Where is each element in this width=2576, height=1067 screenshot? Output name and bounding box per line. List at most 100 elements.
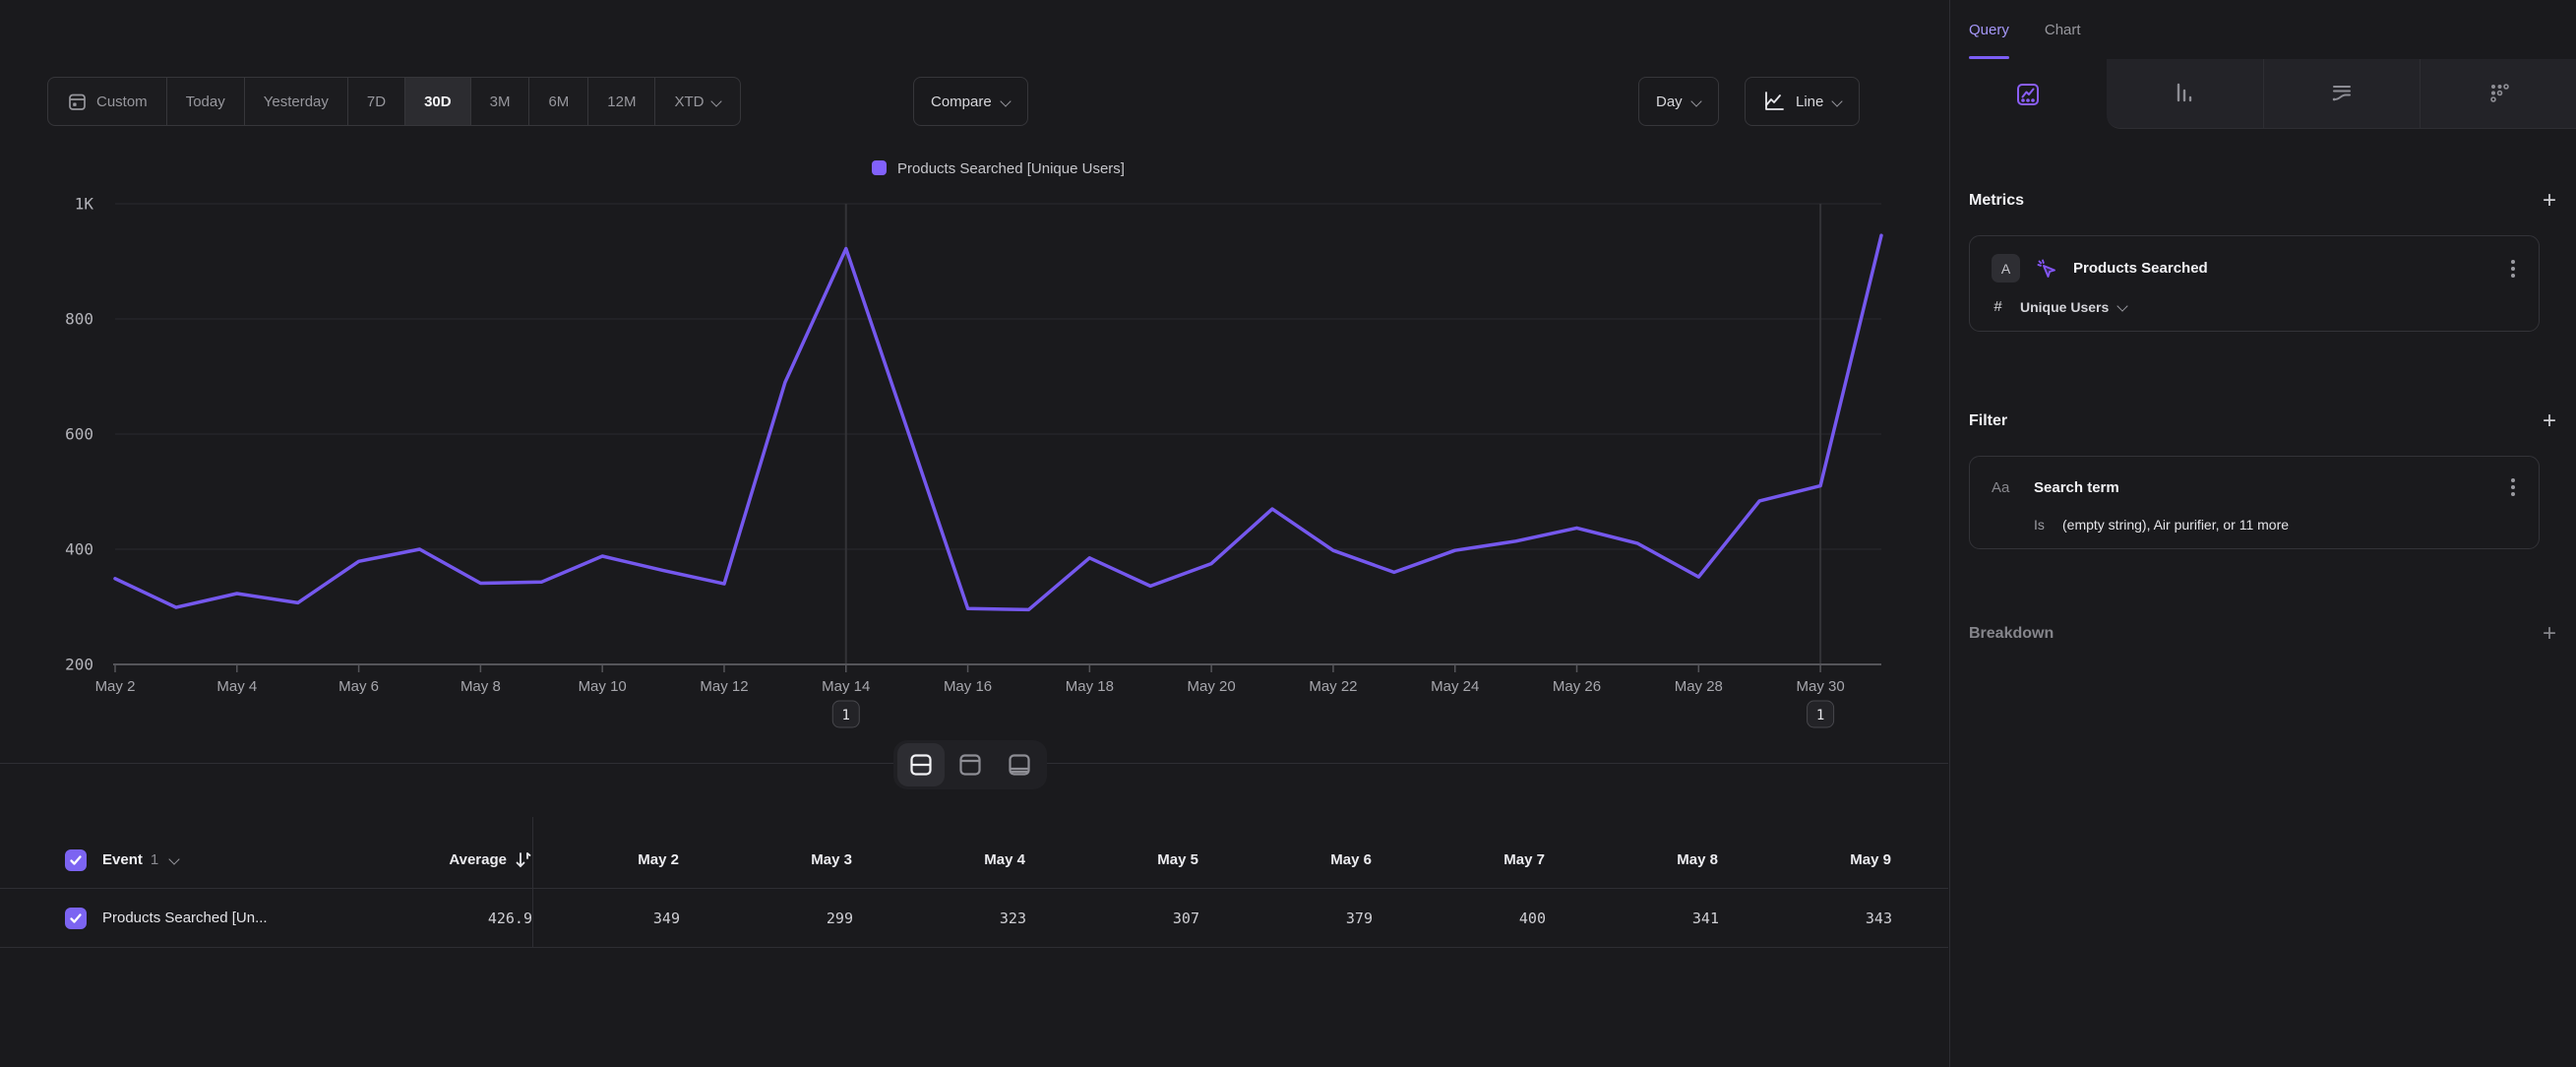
y-axis-label: 800: [65, 310, 93, 329]
panel-tabs: Query Chart: [1950, 0, 2576, 59]
filter-operator[interactable]: Is: [2034, 517, 2045, 533]
x-axis-label: May 14: [822, 678, 870, 695]
x-axis-label: May 4: [216, 678, 257, 695]
annotation-badge-label: 1: [842, 708, 850, 723]
range-yesterday-button[interactable]: Yesterday: [243, 78, 347, 125]
compare-button[interactable]: Compare: [913, 77, 1028, 126]
x-axis-label: May 6: [338, 678, 379, 695]
x-axis-label: May 12: [700, 678, 748, 695]
range-6m-button[interactable]: 6M: [528, 78, 587, 125]
main-area: Custom Today Yesterday 7D 30D 3M 6M 12M XTD Comp…: [0, 0, 1948, 1067]
x-axis-label: May 22: [1309, 678, 1357, 695]
series-line[interactable]: [113, 233, 1883, 612]
column-header[interactable]: May 7: [1503, 851, 1545, 868]
column-header[interactable]: May 4: [984, 851, 1025, 868]
range-custom-button[interactable]: Custom: [48, 78, 166, 125]
tab-insights[interactable]: [1950, 59, 2107, 129]
column-header[interactable]: May 9: [1850, 851, 1891, 868]
filter-options-icon[interactable]: [2507, 474, 2519, 500]
filter-property-name: Search term: [2034, 478, 2119, 496]
range-7d-button[interactable]: 7D: [346, 78, 404, 125]
metrics-heading: Metrics: [1969, 192, 2025, 209]
column-divider: [532, 817, 533, 948]
tab-query[interactable]: Query: [1969, 0, 2009, 59]
breakdown-section-header: Breakdown +: [1969, 622, 2556, 646]
y-axis-label: 400: [65, 540, 93, 559]
layout-table-only-button[interactable]: [996, 743, 1043, 786]
column-header[interactable]: May 6: [1330, 851, 1372, 868]
compare-label: Compare: [931, 93, 992, 110]
chevron-down-icon: [2118, 300, 2127, 309]
column-header[interactable]: May 5: [1157, 851, 1198, 868]
filter-value[interactable]: (empty string), Air purifier, or 11 more: [2062, 517, 2290, 533]
query-panel: Query Chart: [1949, 0, 2576, 1067]
data-table: Event 1 Average May 2 May 3 May 4 May 5 May …: [0, 817, 1948, 948]
annotation-badge[interactable]: [1807, 700, 1835, 728]
chevron-down-icon[interactable]: [170, 853, 179, 862]
column-header[interactable]: May 2: [638, 851, 679, 868]
aggregation-selector[interactable]: Unique Users: [2020, 299, 2127, 315]
chevron-down-icon: [1692, 95, 1701, 104]
annotation-badge-label: 1: [1816, 708, 1824, 723]
legend-swatch: [872, 160, 888, 175]
x-axis-label: May 28: [1675, 678, 1723, 695]
line-chart-icon: [1762, 90, 1786, 113]
x-axis-label: May 2: [95, 678, 136, 695]
insights-icon: [2014, 81, 2042, 108]
x-axis-label: May 8: [460, 678, 501, 695]
metric-name: Products Searched: [2073, 260, 2208, 277]
date-range-selector: Custom Today Yesterday 7D 30D 3M 6M 12M XTD: [47, 77, 742, 126]
y-axis-label: 200: [65, 656, 93, 674]
layout-chart-only-button[interactable]: [947, 743, 994, 786]
column-header[interactable]: May 8: [1677, 851, 1718, 868]
tab-flows[interactable]: [2262, 59, 2421, 129]
report-type-tabs: [1950, 59, 2576, 129]
range-today-button[interactable]: Today: [165, 78, 244, 125]
granularity-label: Day: [1656, 93, 1683, 110]
event-label: Event: [102, 851, 143, 868]
layout-toggle: [893, 740, 1047, 789]
row-value: 341: [1691, 909, 1719, 927]
y-axis-label: 600: [65, 425, 93, 444]
tab-funnels[interactable]: [2106, 59, 2263, 129]
sort-icon[interactable]: [515, 850, 532, 870]
event-checkbox[interactable]: [65, 848, 87, 871]
chart-legend: Products Searched [Unique Users]: [115, 160, 1881, 177]
legend-label: Products Searched [Unique Users]: [897, 160, 1125, 177]
flows-icon: [2328, 80, 2356, 107]
range-xtd-button[interactable]: XTD: [654, 78, 740, 125]
chart-toolbar: Custom Today Yesterday 7D 30D 3M 6M 12M XTD Comp…: [0, 77, 1948, 126]
chart-type-button[interactable]: Line: [1745, 77, 1861, 126]
row-checkbox[interactable]: [65, 907, 87, 929]
calendar-icon: [69, 94, 86, 110]
tab-retention[interactable]: [2420, 59, 2576, 129]
add-breakdown-button[interactable]: +: [2542, 620, 2556, 647]
x-axis-label: May 16: [944, 678, 992, 695]
event-click-icon: [2034, 256, 2059, 282]
column-header[interactable]: May 3: [811, 851, 852, 868]
row-value: 307: [1172, 909, 1199, 927]
metric-options-icon[interactable]: [2507, 256, 2519, 282]
tab-chart[interactable]: Chart: [2044, 21, 2081, 38]
row-value: 349: [652, 909, 680, 927]
chevron-down-icon: [1002, 95, 1011, 104]
add-metric-button[interactable]: +: [2542, 187, 2556, 214]
filter-heading: Filter: [1969, 412, 2008, 429]
range-3m-button[interactable]: 3M: [469, 78, 529, 125]
metric-card[interactable]: A Products Searched # Unique Users: [1969, 235, 2540, 332]
range-30d-button[interactable]: 30D: [404, 78, 470, 125]
granularity-button[interactable]: Day: [1638, 77, 1719, 126]
aggregation-symbol: #: [1993, 298, 2002, 315]
layout-split-button[interactable]: [897, 743, 945, 786]
range-12m-button[interactable]: 12M: [587, 78, 654, 125]
filter-card[interactable]: Aa Search term Is (empty string), Air pu…: [1969, 456, 2540, 549]
x-axis-label: May 30: [1797, 678, 1845, 695]
x-axis-label: May 18: [1066, 678, 1114, 695]
add-filter-button[interactable]: +: [2542, 408, 2556, 434]
x-axis-label: May 20: [1188, 678, 1236, 695]
table-header: Event 1 Average May 2 May 3 May 4 May 5 May …: [0, 817, 1948, 948]
y-axis-label: 1K: [75, 195, 94, 214]
metrics-section-header: Metrics +: [1969, 189, 2556, 213]
annotation-badge[interactable]: [831, 700, 860, 728]
